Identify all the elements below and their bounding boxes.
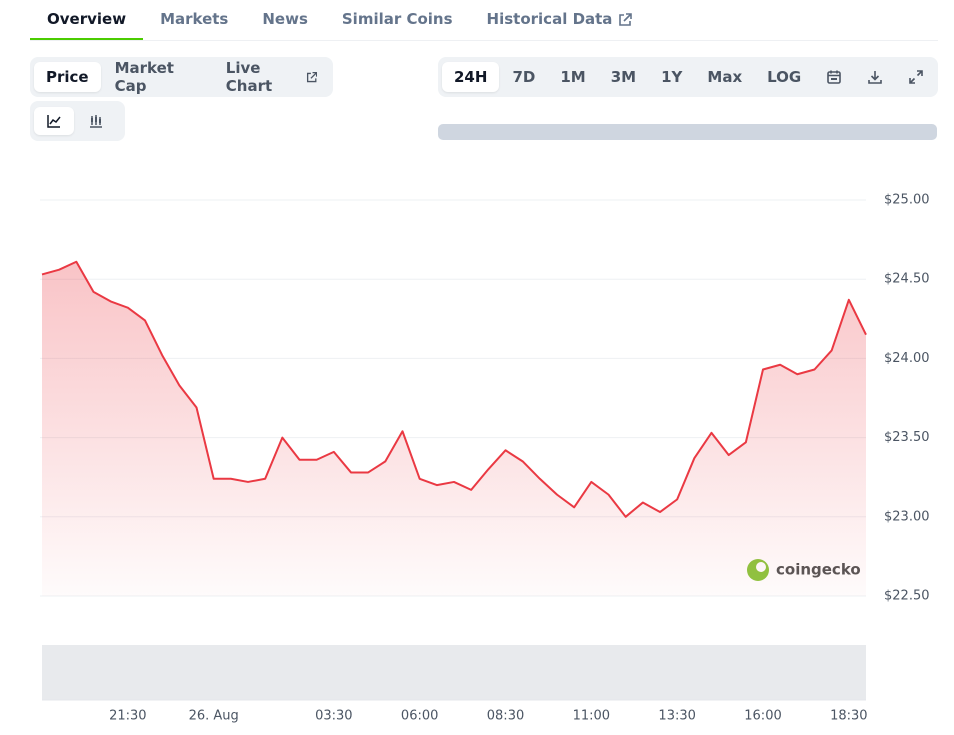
chart-style-group [30,101,125,141]
x-tick-label: 13:30 [658,709,695,724]
mode-button[interactable]: Price [34,62,101,92]
calendar-button[interactable] [814,63,854,91]
x-tick-label: 18:30 [830,709,867,724]
range-button[interactable]: Max [707,68,743,86]
x-tick-label: 03:30 [315,709,352,724]
y-tick-label: $23.00 [884,509,930,524]
y-tick-label: $24.00 [884,351,930,366]
x-tick-label: 06:00 [401,709,438,724]
range-button[interactable]: 3M [610,68,637,86]
candle-style-button[interactable] [76,107,116,135]
range-button[interactable]: 24H [442,62,500,92]
mode-button[interactable]: Market Cap [114,59,174,95]
candle-icon [90,115,102,128]
volume-area [42,645,866,700]
download-button[interactable] [855,63,895,91]
download-icon [868,71,883,84]
y-tick-label: $23.50 [884,430,930,445]
tab[interactable]: Similar Coins [341,10,453,28]
range-button[interactable]: 7D [512,68,536,86]
external-icon [306,71,317,82]
range-button[interactable]: LOG [767,68,802,86]
tab-bar: Overview Markets News Similar Coins Hist… [30,0,649,40]
tab[interactable]: News [262,10,308,28]
external-icon [619,13,633,26]
price-area [42,261,866,596]
fullscreen-icon [909,70,924,84]
x-tick-label: 16:00 [744,709,781,724]
chart-mode-group: Price Market Cap Live Chart [30,57,333,97]
x-tick-label: 11:00 [573,709,610,724]
x-tick-label: 26. Aug [189,709,239,724]
y-tick-label: $24.50 [884,272,930,287]
tab-label: Historical Data [486,10,613,28]
x-tick-label: 08:30 [487,709,524,724]
range-button[interactable]: 1Y [661,68,683,86]
calendar-icon [827,70,842,84]
loading-bar [438,124,937,140]
tab[interactable]: Markets [160,10,229,28]
line-style-button[interactable] [34,107,74,135]
line-icon [47,115,61,128]
range-group: 24H 7D 1M 3M 1Y Max LOG [438,57,938,97]
y-tick-label: $25.00 [884,193,930,208]
tab[interactable]: Historical Data [470,0,650,40]
x-tick-label: 21:30 [109,709,146,724]
fullscreen-button[interactable] [896,63,936,91]
mode-label: Live Chart [225,59,273,95]
tab[interactable]: Overview [30,0,144,40]
mode-button[interactable]: Live Chart [214,53,329,101]
separator [30,40,938,41]
price-line [41,260,867,518]
y-tick-label: $22.50 [884,589,930,604]
range-button[interactable]: 1M [560,68,586,86]
